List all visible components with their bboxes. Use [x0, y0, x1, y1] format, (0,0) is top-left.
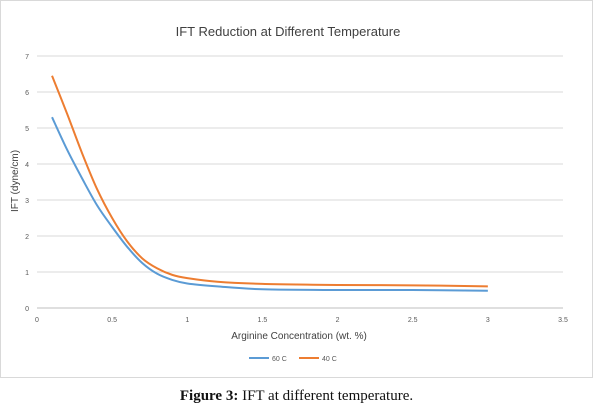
chart-frame: IFT Reduction at Different Temperature 0…	[0, 0, 593, 378]
x-tick-label: 2.5	[408, 317, 418, 324]
x-tick-labels: 0 0.5 1 1.5 2 2.5 3 3.5	[35, 317, 568, 324]
series-lines	[51, 75, 488, 292]
y-tick-label: 4	[25, 162, 29, 169]
y-tick-labels: 0 1 2 3 4 5 6 7	[25, 54, 29, 313]
caption-label: Figure 3:	[179, 388, 239, 404]
legend: 60 C 40 C	[249, 356, 337, 363]
gridlines	[37, 55, 563, 273]
y-tick-label: 2	[25, 234, 29, 241]
y-tick-label: 0	[25, 306, 29, 313]
x-tick-label: 2	[336, 317, 340, 324]
y-axis-label: IFT (dyne/cm)	[10, 150, 21, 212]
legend-label-0: 60 C	[272, 356, 287, 363]
figure-caption: Figure 3: IFT at different temperature.	[0, 388, 593, 405]
chart-title: IFT Reduction at Different Temperature	[176, 24, 401, 39]
legend-label-1: 40 C	[322, 356, 337, 363]
x-tick-label: 1	[185, 317, 189, 324]
chart-svg: IFT Reduction at Different Temperature 0…	[10, 24, 568, 363]
series-line-1	[51, 75, 488, 288]
x-tick-label: 0.5	[107, 317, 117, 324]
x-axis-label: Arginine Concentration (wt. %)	[231, 331, 367, 342]
x-tick-label: 0	[35, 317, 39, 324]
y-tick-label: 6	[25, 90, 29, 97]
y-tick-label: 7	[25, 54, 29, 61]
y-tick-label: 5	[25, 126, 29, 133]
caption-text: IFT at different temperature.	[238, 388, 414, 404]
x-tick-label: 3.5	[558, 317, 568, 324]
x-tick-label: 3	[486, 317, 490, 324]
series-line-0	[51, 116, 488, 292]
y-tick-label: 3	[25, 198, 29, 205]
x-tick-label: 1.5	[258, 317, 268, 324]
y-tick-label: 1	[25, 270, 29, 277]
